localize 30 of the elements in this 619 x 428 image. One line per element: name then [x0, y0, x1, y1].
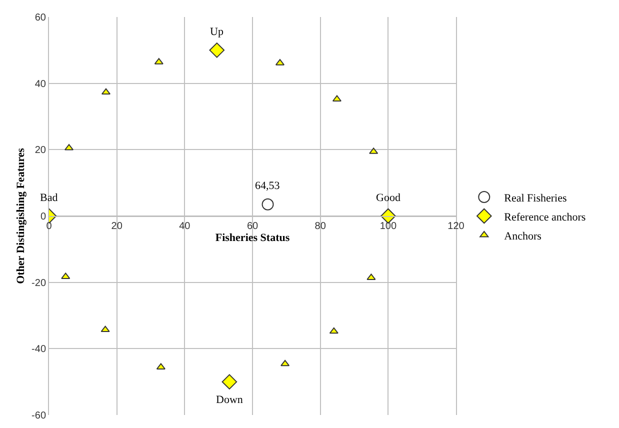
legend-label: Reference anchors — [504, 211, 586, 224]
y-axis-title: Other Distingishing Features — [15, 147, 28, 284]
annotation: Up — [210, 26, 224, 38]
point — [100, 326, 110, 332]
point — [222, 374, 238, 390]
x-axis-title: Fisheries Status — [215, 232, 290, 244]
annotation: Down — [216, 394, 244, 406]
annotation: 64,53 — [255, 180, 280, 192]
x-tick-label: 60 — [246, 221, 258, 232]
legend-label: Real Fisheries — [504, 192, 567, 204]
point — [209, 42, 225, 58]
y-tick-label: 20 — [34, 145, 46, 156]
legend-label: Anchors — [504, 230, 542, 242]
x-tick-label: 120 — [448, 221, 465, 232]
y-tick-label: -40 — [32, 344, 46, 356]
point — [280, 360, 290, 366]
point — [101, 88, 111, 95]
point — [262, 198, 274, 210]
y-tick-label: -20 — [32, 278, 46, 289]
annotation: Bad — [40, 192, 58, 204]
y-tick-label: 40 — [34, 78, 46, 90]
y-tick-label: -60 — [32, 410, 46, 422]
x-tick-label: 80 — [314, 221, 326, 232]
x-tick-label: 40 — [179, 221, 191, 232]
annotation: Good — [376, 192, 401, 204]
y-tick-label: 0 — [40, 212, 46, 222]
x-tick-label: 100 — [380, 221, 397, 232]
x-tick-label: 20 — [111, 221, 123, 232]
y-tick-label: 60 — [34, 12, 46, 24]
point — [329, 327, 338, 334]
